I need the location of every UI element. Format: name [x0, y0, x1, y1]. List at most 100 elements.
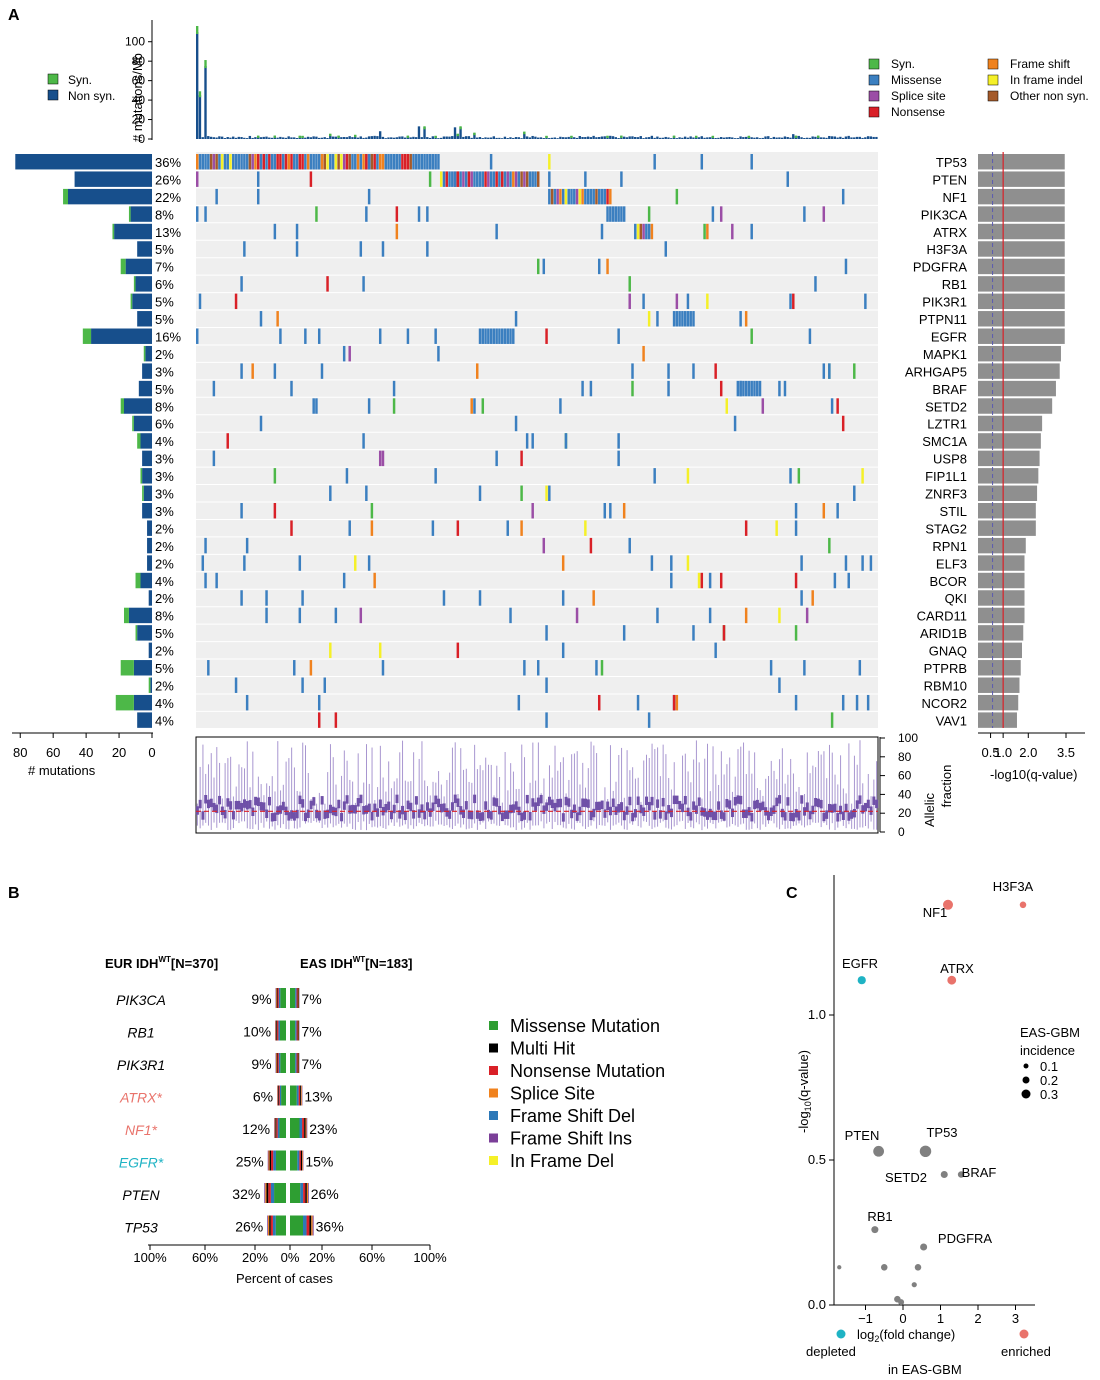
onco-cell: [437, 154, 440, 170]
tmb-bar: [270, 137, 274, 139]
tmb-bar: [390, 137, 393, 139]
af-box: [581, 798, 585, 807]
tmb-bar: [251, 137, 254, 139]
af-box: [240, 802, 244, 812]
onco-cell: [656, 607, 659, 624]
tmb-bar: [639, 136, 642, 139]
onco-cell: [584, 520, 587, 536]
onco-cell: [714, 642, 717, 659]
onco-cell: [196, 328, 199, 344]
onco-cell: [836, 503, 839, 519]
onco-cell: [600, 223, 604, 240]
legend-syn-swatch: [47, 73, 59, 85]
onco-cell: [808, 328, 812, 344]
onco-cell: [567, 188, 570, 205]
onco-cell: [628, 293, 631, 310]
onco-cell: [340, 154, 343, 170]
onco-cell: [359, 607, 363, 624]
qvalue-bar: [978, 223, 1065, 240]
c-x-tick-label: 3: [1012, 1311, 1019, 1326]
tmb-y-label: # mutations/Mb: [130, 53, 145, 142]
onco-cell: [639, 223, 643, 240]
onco-cell: [395, 206, 399, 222]
af-box: [714, 811, 718, 821]
onco-cell: [354, 154, 357, 170]
tmb-bar-syn: [301, 135, 304, 139]
onco-cell: [664, 241, 668, 257]
af-box: [409, 802, 413, 812]
tmb-bar: [464, 136, 468, 139]
tmb-bar: [783, 136, 787, 139]
onco-cell: [847, 572, 850, 589]
tmb-bar: [484, 137, 487, 139]
onco-cell: [692, 625, 695, 641]
cobar-left-segment: [279, 1085, 282, 1106]
onco-cell: [251, 363, 254, 379]
tmb-bar: [539, 137, 543, 139]
onco-cell: [611, 206, 615, 222]
onco-cell: [248, 154, 252, 170]
onco-cell: [348, 520, 351, 536]
af-box: [506, 810, 510, 819]
q-x-tick-label: 0.5: [982, 745, 1000, 760]
allelic-fraction-axis: 0 20 40 60 80 100: [879, 731, 918, 839]
cobar-gene-label: TP53: [124, 1220, 158, 1236]
gene-count-bar: [128, 607, 152, 624]
c-point-label: TP53: [926, 1125, 957, 1140]
af-box: [816, 798, 820, 808]
tmb-bar: [825, 137, 828, 139]
qvalue-bar: [978, 642, 1022, 659]
onco-cell: [492, 328, 496, 344]
qvalue-bar: [978, 154, 1065, 170]
af-box: [800, 795, 804, 804]
tmb-bar: [844, 136, 848, 139]
cobar-legend-swatch: [489, 1066, 498, 1075]
onco-cell: [334, 154, 338, 170]
af-box: [719, 810, 723, 819]
tmb-y-tick-label: 40: [132, 93, 146, 107]
tmb-bar: [761, 137, 764, 139]
onco-cell: [317, 328, 321, 344]
gene-name-label: PDGFRA: [913, 260, 968, 275]
onco-cell: [841, 694, 845, 711]
af-box: [273, 812, 277, 821]
onco-cell: [708, 572, 712, 589]
tmb-bar: [792, 134, 795, 139]
onco-cell: [215, 188, 218, 205]
af-box: [414, 796, 418, 805]
af-box: [276, 806, 280, 815]
tmb-bar: [559, 136, 562, 139]
c-point: [837, 1265, 842, 1270]
gene-count-bar-syn: [133, 276, 136, 292]
cobar-legend-label: Frame Shift Ins: [510, 1129, 632, 1149]
onco-cell: [481, 171, 485, 187]
onco-cell: [489, 328, 493, 344]
tmb-y-tick-label: 100: [125, 35, 145, 49]
onco-cell: [484, 328, 487, 344]
tmb-bar: [780, 137, 784, 139]
tmb-bar: [290, 137, 293, 139]
cobar-left-segment: [266, 1183, 269, 1203]
af-box: [378, 799, 382, 808]
af-box: [475, 810, 479, 819]
gene-name-label: PIK3CA: [921, 207, 968, 222]
af-box: [783, 812, 787, 821]
onco-cell: [417, 154, 421, 170]
cobar-right-segment: [306, 1183, 308, 1203]
tmb-bar: [209, 136, 213, 139]
onco-cell: [606, 188, 609, 205]
tmb-bar: [855, 136, 859, 139]
tmb-y-tick-label: 80: [132, 54, 146, 68]
onco-cell: [714, 363, 717, 379]
onco-cell: [561, 188, 565, 205]
af-box: [706, 811, 709, 820]
gene-count-bar-syn: [112, 223, 115, 240]
gene-name-label: SETD2: [925, 399, 967, 414]
cobar-x-tick-label: 100%: [413, 1250, 447, 1265]
tmb-bar: [367, 136, 371, 139]
onco-cell: [243, 154, 246, 170]
tmb-bar: [656, 136, 659, 139]
tmb-bar: [401, 136, 404, 139]
tmb-bar: [586, 136, 590, 139]
gene-name-label: H3F3A: [927, 242, 968, 257]
